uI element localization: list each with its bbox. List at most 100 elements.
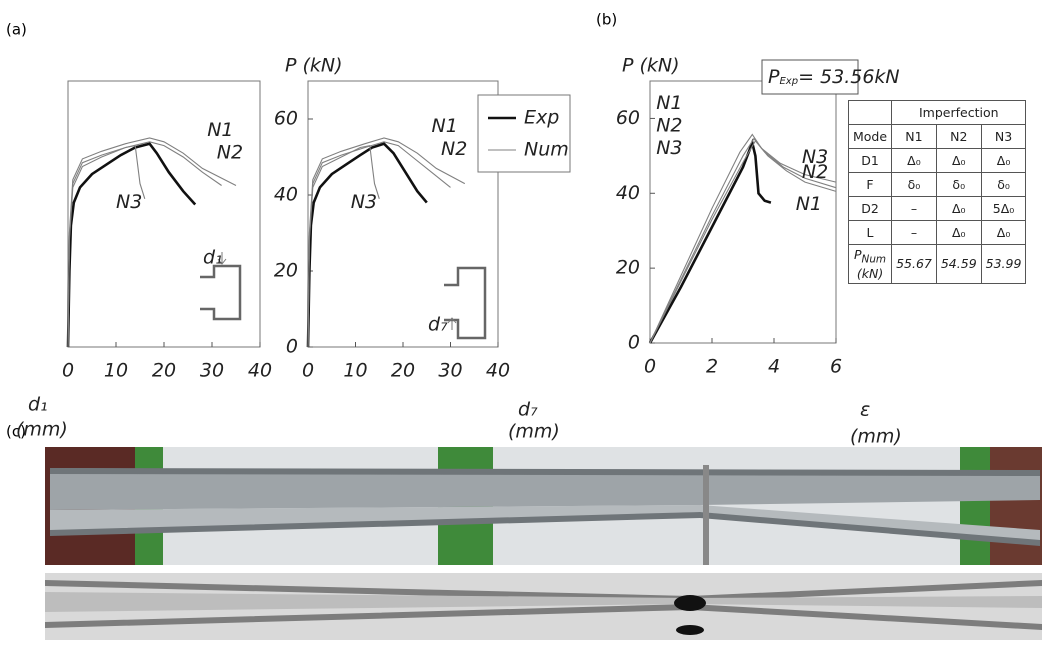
series-annotation: N2 xyxy=(656,114,682,136)
x-axis-unit: (mm) xyxy=(16,419,68,441)
series-line xyxy=(68,144,195,347)
series-line xyxy=(308,146,379,347)
table-cell: Δ₀ xyxy=(936,221,981,245)
table-cell: N3 xyxy=(981,125,1026,149)
table-cell: D1 xyxy=(849,149,892,173)
series-annotation: N1 xyxy=(432,115,458,137)
table-cell: Δ₀ xyxy=(892,149,937,173)
table-cell: 5Δ₀ xyxy=(981,197,1026,221)
series-line xyxy=(68,146,145,347)
fe-model xyxy=(45,573,1042,640)
table-cell: 53.99 xyxy=(981,245,1026,284)
y-tick-label: 20 xyxy=(616,257,640,279)
y-axis-label: P (kN) xyxy=(285,55,343,77)
y-tick-label: 0 xyxy=(286,336,298,358)
x-tick-label: 10 xyxy=(104,360,128,382)
plot-frame xyxy=(308,81,498,347)
table-cell: Δ₀ xyxy=(981,149,1026,173)
series-line xyxy=(68,138,236,347)
panel-label: (b) xyxy=(596,11,617,29)
x-tick-label: 0 xyxy=(62,360,74,382)
x-tick-label: 40 xyxy=(486,360,510,382)
table-cell: δ₀ xyxy=(936,173,981,197)
y-tick-label: 40 xyxy=(616,182,640,204)
x-tick-label: 20 xyxy=(391,360,415,382)
table-cell: F xyxy=(849,173,892,197)
x-tick-label: 6 xyxy=(830,356,842,378)
y-tick-label: 60 xyxy=(616,107,640,129)
panel-label: (a) xyxy=(6,21,27,39)
series-annotation: N2 xyxy=(217,142,243,164)
x-tick-label: 0 xyxy=(644,356,656,378)
series-line xyxy=(308,144,427,347)
x-tick-label: 40 xyxy=(248,360,272,382)
table-cell: N2 xyxy=(936,125,981,149)
table-row: ModeN1N2N3 xyxy=(849,125,1026,149)
x-tick-label: 30 xyxy=(200,360,224,382)
annotation-symbol: P xyxy=(768,66,780,88)
table-row: Imperfection xyxy=(849,101,1026,125)
legend-label: Exp xyxy=(524,107,559,129)
y-tick-label: 40 xyxy=(274,184,298,206)
y-tick-label: 20 xyxy=(274,260,298,282)
series-annotation: N3 xyxy=(351,191,377,213)
x-axis-unit: (mm) xyxy=(850,426,902,448)
inset-label: d₁ xyxy=(203,247,223,269)
x-axis-label: d₇ xyxy=(518,399,538,421)
table-cell: Imperfection xyxy=(892,101,1026,125)
annotation-subscript: Exp xyxy=(779,76,798,87)
table-cell: Δ₀ xyxy=(936,197,981,221)
plot: 0102030400204060d₇(mm)P (kN)N1N2N3d₇ExpN… xyxy=(274,55,570,443)
x-tick-label: 2 xyxy=(706,356,718,378)
table-cell: – xyxy=(892,197,937,221)
x-tick-label: 30 xyxy=(438,360,462,382)
table-label-part: P xyxy=(854,247,862,262)
annotation-text: = 53.56kN xyxy=(798,66,900,88)
figure: (a) (b) (c) 010203040d₁(mm)N1N2N3d₁01020… xyxy=(0,0,1054,646)
table-cell: Δ₀ xyxy=(936,149,981,173)
series-annotation: N3 xyxy=(656,137,682,159)
y-axis-label: P (kN) xyxy=(622,55,680,77)
y-tick-label: 60 xyxy=(274,108,298,130)
series-line xyxy=(650,143,771,343)
table-label-part: (kN) xyxy=(853,266,887,281)
table-cell: δ₀ xyxy=(981,173,1026,197)
table-cell: N1 xyxy=(892,125,937,149)
table-cell: L xyxy=(849,221,892,245)
table-cell: 55.67 xyxy=(892,245,937,284)
series-annotation: N1 xyxy=(796,193,822,215)
series-annotation: N2 xyxy=(802,161,828,183)
table-cell: D2 xyxy=(849,197,892,221)
chart: (a) (b) (c) 010203040d₁(mm)N1N2N3d₁01020… xyxy=(0,0,1054,646)
x-tick-label: 0 xyxy=(302,360,314,382)
inset-label: d₇ xyxy=(428,314,448,336)
series-annotation: N1 xyxy=(656,92,682,114)
table-cell: – xyxy=(892,221,937,245)
table-cell: PNum(kN) xyxy=(849,245,892,284)
x-axis-label: ε xyxy=(860,399,870,421)
section-sketch xyxy=(200,266,240,319)
table-cell xyxy=(849,101,892,125)
table-cell: Mode xyxy=(849,125,892,149)
legend-label: Num xyxy=(524,139,569,161)
test-photo xyxy=(45,447,1042,565)
x-tick-label: 10 xyxy=(343,360,367,382)
x-tick-label: 20 xyxy=(152,360,176,382)
x-axis-label: d₁ xyxy=(28,394,48,416)
series-annotation: N2 xyxy=(441,138,467,160)
table-cell: 54.59 xyxy=(936,245,981,284)
table-cell: Δ₀ xyxy=(981,221,1026,245)
x-tick-label: 4 xyxy=(768,356,780,378)
series-annotation: N3 xyxy=(116,191,142,213)
y-tick-label: 0 xyxy=(628,332,640,354)
table-label-part: Num xyxy=(862,254,887,266)
series-line xyxy=(68,142,222,347)
series-annotation: N1 xyxy=(207,119,233,141)
